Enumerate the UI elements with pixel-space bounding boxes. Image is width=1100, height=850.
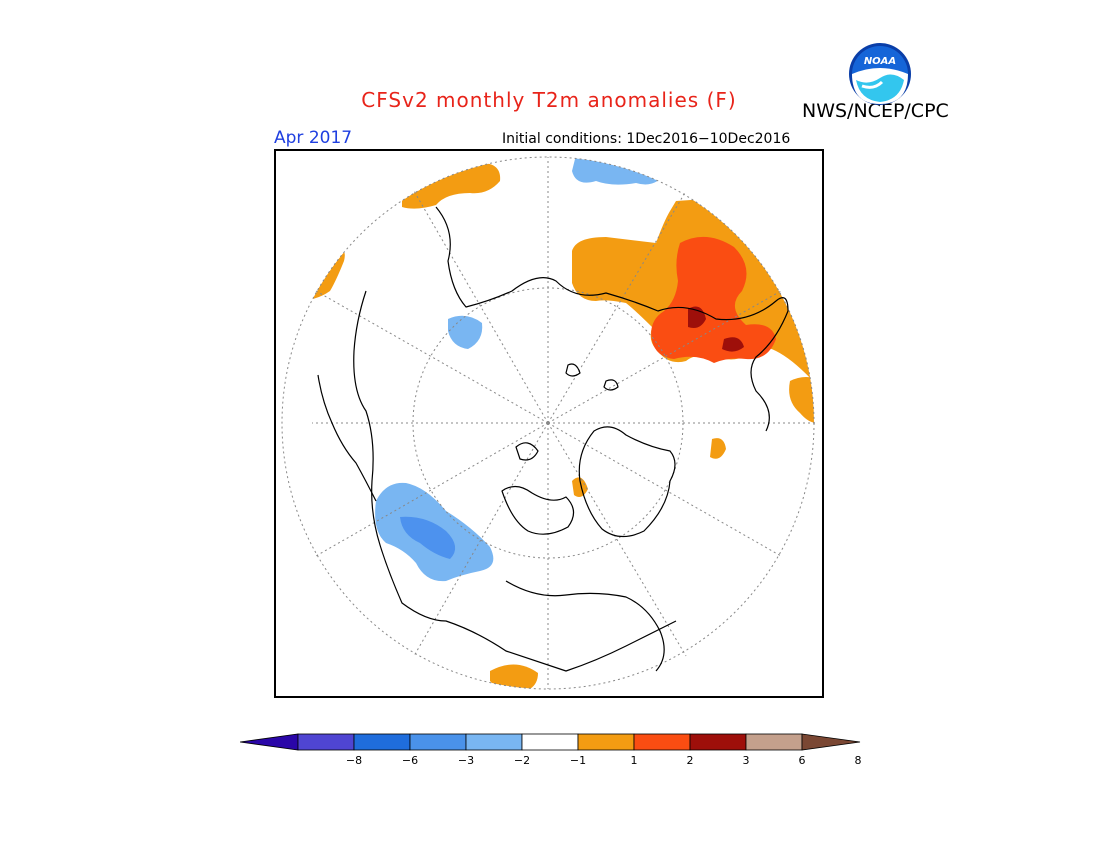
legend-tick-label: 2: [686, 754, 694, 767]
legend-tick-label: −2: [513, 754, 531, 767]
legend-swatch: [353, 733, 411, 751]
color-legend: [239, 733, 862, 755]
legend-swatch: [633, 733, 691, 751]
legend-tick-label: 3: [742, 754, 750, 767]
polar-map: [274, 149, 824, 698]
legend-swatch: [689, 733, 747, 751]
map-title: CFSv2 monthly T2m anomalies (F): [361, 88, 737, 112]
legend-tick-label: 6: [798, 754, 806, 767]
coast-eurasia: [353, 206, 789, 672]
legend-tick-label: −8: [345, 754, 363, 767]
anomaly-iceland-warm: [572, 477, 588, 497]
legend-tick-label: −1: [569, 754, 587, 767]
coast-arctic-islands: [501, 363, 619, 535]
legend-swatch: [745, 733, 803, 751]
logo-text: NOAA: [864, 56, 896, 67]
legend-arrow-low: [239, 733, 299, 751]
agency-label: NWS/NCEP/CPC: [802, 100, 949, 122]
legend-swatch: [521, 733, 579, 751]
legend-tick-label: 1: [630, 754, 638, 767]
legend-tick-label: −6: [401, 754, 419, 767]
legend-tick-label: −3: [457, 754, 475, 767]
anomaly-east-warm: [710, 377, 814, 459]
forecast-month: Apr 2017: [274, 128, 353, 148]
legend-tick-label: 8: [854, 754, 862, 767]
coast-greenland: [578, 426, 676, 538]
anomaly-siberia-hot: [651, 236, 776, 363]
anomaly-north-warm: [402, 162, 501, 209]
legend-swatch: [297, 733, 355, 751]
coast-north-america: [317, 374, 665, 672]
anomaly-siberia-extreme: [688, 306, 744, 352]
noaa-logo-icon: NOAA: [848, 42, 912, 106]
legend-swatch: [465, 733, 523, 751]
legend-swatch: [577, 733, 635, 751]
legend-swatch: [409, 733, 467, 751]
initial-conditions: Initial conditions: 1Dec2016−10Dec2016: [502, 131, 791, 147]
legend-arrow-high: [801, 733, 861, 751]
anomaly-canada-cool-core: [400, 516, 456, 559]
